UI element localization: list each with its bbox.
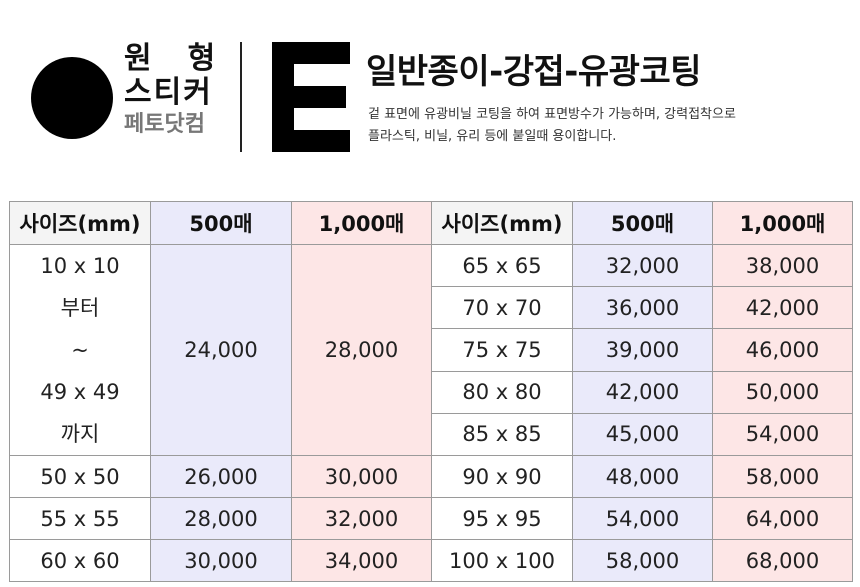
table-row: 60 x 60 30,000 34,000 100 x 100 58,000 6… xyxy=(9,539,853,582)
brand-name: 원형 스티커 페토닷컴 xyxy=(124,42,216,140)
size-range-line: 부터 xyxy=(60,296,100,320)
size-cell: 95 x 95 xyxy=(431,497,573,540)
price-1000-cell: 42,000 xyxy=(712,286,853,330)
price-1000-cell: 68,000 xyxy=(712,539,853,582)
price-1000-cell: 58,000 xyxy=(712,455,853,498)
table-row: 75 x 75 39,000 46,000 xyxy=(10,328,853,372)
price-500-cell: 45,000 xyxy=(572,412,713,457)
description-line-2: 플라스틱, 비닐, 유리 등에 붙일때 용이합니다. xyxy=(368,129,617,144)
price-1000-cell: 38,000 xyxy=(712,243,853,288)
price-500-cell: 30,000 xyxy=(150,539,292,582)
size-cell: 100 x 100 xyxy=(431,539,573,582)
product-letter-mark xyxy=(272,42,350,152)
brand-line-2: 스티커 xyxy=(124,75,213,110)
price-1000-cell: 34,000 xyxy=(291,539,432,582)
table-row: 80 x 80 42,000 50,000 xyxy=(10,370,853,414)
header-1000-left: 1,000매 xyxy=(291,201,432,245)
range-price-500: 24,000 xyxy=(150,244,292,456)
price-500-cell: 42,000 xyxy=(572,370,713,414)
price-500-cell: 28,000 xyxy=(150,497,292,540)
table-row: 10 x 10 부터 ~ 49 x 49 까지 24,000 28,000 65… xyxy=(9,243,853,456)
price-1000-cell: 30,000 xyxy=(291,455,432,498)
size-range-line: 까지 xyxy=(60,422,100,446)
price-500-cell: 58,000 xyxy=(572,539,713,582)
product-description: 겉 표면에 유광비닐 코팅을 하여 표면방수가 가능하며, 강력접착으로 플라스… xyxy=(368,104,736,148)
description-line-1: 겉 표면에 유광비닐 코팅을 하여 표면방수가 가능하며, 강력접착으로 xyxy=(368,107,736,122)
table-row: 50 x 50 26,000 30,000 90 x 90 48,000 58,… xyxy=(9,455,853,498)
price-table: 사이즈(mm) 500매 1,000매 사이즈(mm) 500매 1,000매 … xyxy=(9,201,853,582)
header-size-left: 사이즈(mm) xyxy=(9,201,151,245)
size-range-line: 10 x 10 xyxy=(40,254,120,278)
price-500-cell: 26,000 xyxy=(150,455,292,498)
size-range-line: ~ xyxy=(71,338,89,362)
size-cell: 60 x 60 xyxy=(9,539,151,582)
price-1000-cell: 64,000 xyxy=(712,497,853,540)
brand-logo-circle xyxy=(31,57,113,139)
price-500-cell: 54,000 xyxy=(572,497,713,540)
price-500-cell: 32,000 xyxy=(572,243,713,288)
price-500-cell: 39,000 xyxy=(572,328,713,372)
size-range-line: 49 x 49 xyxy=(40,380,120,404)
size-cell: 65 x 65 xyxy=(431,243,573,288)
price-1000-cell: 46,000 xyxy=(712,328,853,372)
brand-line-1: 원형 xyxy=(124,41,252,76)
header-divider xyxy=(240,42,242,152)
header-500-left: 500매 xyxy=(150,201,292,245)
size-cell: 70 x 70 xyxy=(431,286,573,330)
price-1000-cell: 50,000 xyxy=(712,370,853,414)
header-500-right: 500매 xyxy=(572,201,713,245)
size-cell: 55 x 55 xyxy=(9,497,151,540)
price-500-cell: 48,000 xyxy=(572,455,713,498)
size-cell: 80 x 80 xyxy=(431,370,573,414)
brand-line-3: 페토닷컴 xyxy=(124,112,205,137)
price-500-cell: 36,000 xyxy=(572,286,713,330)
header-size-right: 사이즈(mm) xyxy=(431,201,573,245)
size-cell: 50 x 50 xyxy=(9,455,151,498)
header-1000-right: 1,000매 xyxy=(712,201,853,245)
size-range-cell: 10 x 10 부터 ~ 49 x 49 까지 xyxy=(9,244,151,456)
product-title: 일반종이-강접-유광코팅 xyxy=(366,52,702,92)
price-1000-cell: 32,000 xyxy=(291,497,432,540)
size-cell: 85 x 85 xyxy=(431,412,573,457)
table-row: 55 x 55 28,000 32,000 95 x 95 54,000 64,… xyxy=(9,497,853,540)
range-price-1000: 28,000 xyxy=(291,244,432,456)
size-cell: 90 x 90 xyxy=(431,455,573,498)
table-header-row: 사이즈(mm) 500매 1,000매 사이즈(mm) 500매 1,000매 xyxy=(9,201,853,245)
table-row: 85 x 85 45,000 54,000 xyxy=(10,412,853,457)
size-cell: 75 x 75 xyxy=(431,328,573,372)
price-1000-cell: 54,000 xyxy=(712,412,853,457)
